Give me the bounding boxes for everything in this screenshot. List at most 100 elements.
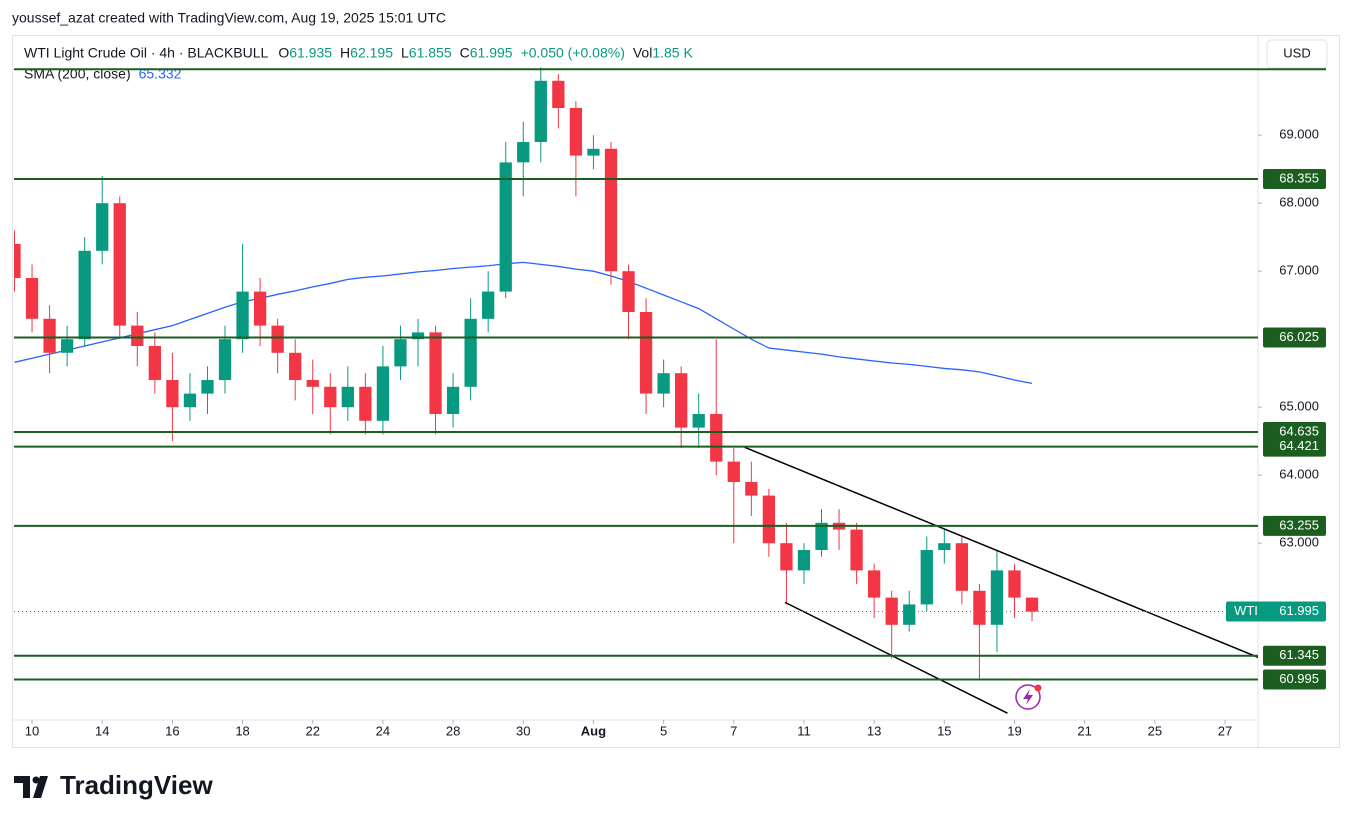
ohlc-key: L <box>401 45 409 61</box>
level-label-box <box>1263 645 1326 666</box>
sma-line <box>14 261 1033 385</box>
x-tick-label: 5 <box>660 723 667 738</box>
candle-body <box>850 529 863 571</box>
level-label: 61.345 <box>1279 647 1319 662</box>
candle-body <box>675 373 688 428</box>
candle-body <box>341 386 354 408</box>
plot <box>14 67 1258 714</box>
level-label: 60.995 <box>1279 671 1319 686</box>
candle-body <box>271 325 284 353</box>
x-tick-label: 7 <box>730 723 737 738</box>
candle-body <box>482 291 495 319</box>
candle-body <box>955 543 968 591</box>
ohlc-key: H <box>340 45 350 61</box>
candle-body <box>446 386 460 414</box>
x-tick-label: 30 <box>516 723 530 738</box>
x-tick-label: 10 <box>25 723 39 738</box>
candle-body <box>815 522 828 550</box>
level-label-box <box>1263 169 1326 190</box>
change: +0.050 (+0.08%) <box>521 45 625 61</box>
candle-body <box>657 373 670 394</box>
trendline <box>784 601 1008 714</box>
indicator-name: SMA (200, close) <box>24 66 131 82</box>
candle-body <box>201 380 214 394</box>
candle-body <box>639 312 653 394</box>
candle-body <box>604 148 618 272</box>
candle-body <box>218 339 232 380</box>
candle-body <box>464 318 477 387</box>
candle-body <box>517 142 530 163</box>
last-name: WTI <box>1234 603 1258 618</box>
ohlc-value: 61.855 <box>409 45 452 61</box>
candle-body <box>148 346 161 380</box>
volume-key: Vol <box>633 45 652 61</box>
candle-body <box>411 332 425 340</box>
last-price: 61.995 <box>1279 603 1319 618</box>
x-tick-label: 19 <box>1007 723 1021 738</box>
currency[interactable]: USD <box>1283 45 1310 60</box>
x-tick-label: 18 <box>235 723 249 738</box>
last-name-box <box>1226 601 1266 622</box>
candle-body <box>289 352 302 380</box>
x-tick-label: Aug <box>581 723 606 738</box>
candle-body <box>113 203 126 326</box>
level-label: 68.355 <box>1279 170 1319 185</box>
candle-body <box>1008 570 1021 598</box>
candle-body <box>253 291 267 326</box>
x-tick-label: 13 <box>867 723 881 738</box>
x-tick-label: 14 <box>95 723 109 738</box>
candle-body <box>166 380 179 408</box>
candle-body <box>990 570 1004 625</box>
candle-body <box>25 278 39 319</box>
candle-body <box>324 386 337 408</box>
volume-value: 1.85 K <box>652 45 693 61</box>
x-tick-label: 27 <box>1218 723 1232 738</box>
level-label: 64.421 <box>1279 438 1319 453</box>
x-tick-label: 15 <box>937 723 951 738</box>
candle-body <box>797 550 811 571</box>
y-tick-label: 64.000 <box>1279 467 1319 482</box>
attribution: youssef_azat created with TradingView.co… <box>12 10 446 26</box>
currency-button[interactable] <box>1266 39 1328 69</box>
level-label: 63.255 <box>1279 517 1319 532</box>
logo-text: TradingView <box>60 770 213 800</box>
level-label-box <box>1263 515 1326 536</box>
candle-body <box>499 162 512 292</box>
candle-body <box>359 386 372 421</box>
candle-body <box>394 339 407 367</box>
candle-body <box>745 482 758 496</box>
indicator-value: 65.332 <box>139 66 182 82</box>
candle-body <box>622 271 635 312</box>
candle-body <box>920 550 933 605</box>
candle-body <box>78 250 91 340</box>
candle-body <box>236 291 249 340</box>
x-tick-label: 16 <box>165 723 179 738</box>
candle-body <box>587 148 600 156</box>
level-label-box <box>1263 669 1326 690</box>
logo <box>14 776 48 798</box>
candle-body <box>885 597 898 625</box>
level-label-box <box>1263 327 1326 348</box>
candle-body <box>306 380 319 387</box>
chart-frame <box>12 35 1340 748</box>
level-label-box <box>1263 436 1326 457</box>
candle-body <box>710 414 723 462</box>
candle-body <box>376 366 390 421</box>
x-tick-label: 22 <box>306 723 320 738</box>
candle-body <box>14 244 21 278</box>
candle-body <box>727 461 740 482</box>
ohlc-value: 62.195 <box>350 45 393 61</box>
candle-body <box>534 80 547 142</box>
candle-body <box>973 590 986 625</box>
y-tick-label: 67.000 <box>1279 263 1319 278</box>
symbol: WTI Light Crude Oil · 4h · BLACKBULL <box>24 45 269 61</box>
candle-body <box>903 604 916 625</box>
y-tick-label: 63.000 <box>1279 535 1319 550</box>
candle-body <box>780 543 793 571</box>
ohlc-key: C <box>460 45 470 61</box>
x-tick-label: 24 <box>376 723 390 738</box>
level-label: 66.025 <box>1279 329 1319 344</box>
candle-body <box>43 318 56 353</box>
x-tick-label: 28 <box>446 723 460 738</box>
